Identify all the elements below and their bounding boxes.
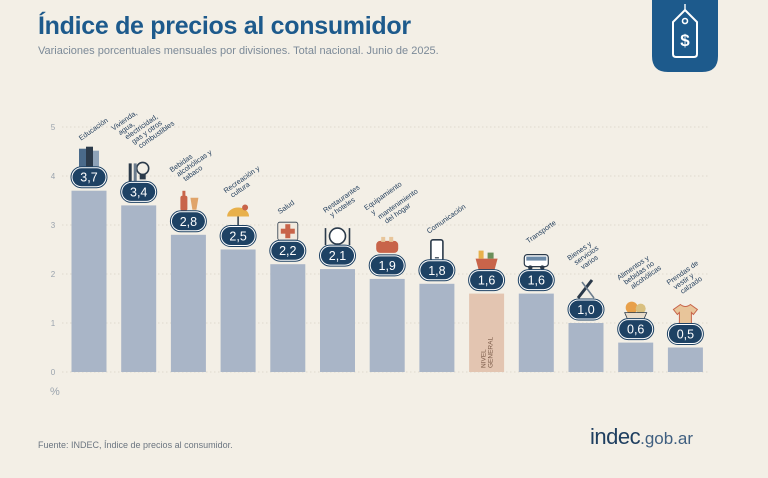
category-label: Salud bbox=[276, 198, 296, 216]
y-tick-label: 2 bbox=[51, 270, 56, 279]
category-label: Comunicación bbox=[425, 202, 467, 235]
value-badge bbox=[668, 325, 702, 343]
y-tick-label: 0 bbox=[51, 368, 56, 377]
category-label: NIVELGENERAL bbox=[481, 337, 495, 368]
toaster-icon bbox=[376, 236, 399, 253]
data-label: 1,9 bbox=[379, 259, 396, 273]
data-label: 2,8 bbox=[180, 215, 197, 229]
category-label: Restaurantesy hoteles bbox=[321, 182, 366, 220]
value-badge bbox=[271, 241, 305, 260]
category-label: Bebidasalcohólicas ytabaco bbox=[168, 141, 218, 186]
page-subtitle: Variaciones porcentuales mensuales por d… bbox=[38, 45, 439, 57]
lightbulb-icon bbox=[128, 161, 150, 182]
umbrella-sun-icon bbox=[227, 204, 250, 227]
plate-cutlery-icon bbox=[324, 227, 351, 246]
category-label: Vivienda,agua,electricidad,gas y otrosco… bbox=[109, 94, 176, 157]
value-badge bbox=[470, 271, 504, 290]
y-tick-label: 5 bbox=[51, 123, 56, 132]
data-label: 1,0 bbox=[577, 303, 594, 317]
data-label: 1,6 bbox=[478, 274, 495, 288]
value-badge bbox=[171, 212, 205, 231]
y-tick-label: 1 bbox=[51, 319, 56, 328]
value-badge bbox=[72, 168, 106, 187]
comb-scissors-icon bbox=[576, 279, 595, 299]
page-title: Índice de precios al consumidor bbox=[38, 12, 411, 40]
tshirt-icon bbox=[672, 303, 699, 325]
bar bbox=[220, 249, 256, 372]
y-tick-label: 4 bbox=[51, 172, 56, 181]
bar bbox=[369, 278, 405, 372]
category-label: Prendas devestir ycalzado bbox=[665, 258, 709, 299]
data-label: 3,4 bbox=[130, 185, 147, 199]
bar bbox=[270, 264, 306, 372]
data-label: 1,6 bbox=[528, 274, 545, 288]
brand-main: indec bbox=[590, 424, 641, 449]
bar bbox=[320, 269, 355, 372]
bar bbox=[71, 190, 107, 372]
bar bbox=[568, 323, 604, 372]
data-label: 2,1 bbox=[329, 249, 346, 263]
value-badge bbox=[370, 256, 404, 275]
brand-domain: .gob.ar bbox=[640, 429, 694, 448]
y-tick-label: 3 bbox=[51, 221, 56, 230]
category-label: Equipamientoymantenimientodel hogar bbox=[362, 174, 424, 230]
source-note: Fuente: INDEC, Índice de precios al cons… bbox=[38, 440, 233, 450]
bar bbox=[121, 205, 157, 372]
category-label: Bienes yserviciosvarios bbox=[565, 237, 604, 275]
bar bbox=[419, 283, 455, 372]
value-badge bbox=[321, 246, 354, 265]
value-badge bbox=[221, 227, 255, 245]
data-label: 0,6 bbox=[627, 323, 644, 337]
data-label: 2,5 bbox=[229, 230, 246, 244]
first-aid-cross-icon bbox=[277, 221, 299, 241]
bar bbox=[170, 234, 206, 372]
data-label: 3,7 bbox=[80, 171, 97, 185]
svg-text:$: $ bbox=[680, 31, 690, 50]
value-badge bbox=[519, 271, 553, 290]
category-label: Educación bbox=[77, 116, 110, 143]
price-tag-dollar-icon: $ bbox=[652, 0, 718, 72]
data-label: 1,8 bbox=[428, 264, 445, 278]
y-axis-label: % bbox=[50, 386, 60, 398]
category-label: Recreación ycultura bbox=[222, 163, 266, 201]
fruit-basket-icon bbox=[624, 301, 648, 321]
data-label: 0,5 bbox=[677, 328, 694, 342]
bus-icon bbox=[523, 254, 549, 270]
market-basket-icon bbox=[475, 250, 498, 270]
category-label: Alimentos ybebidas noalcohólicas bbox=[615, 251, 663, 295]
bar bbox=[518, 293, 554, 372]
value-badge bbox=[619, 320, 653, 339]
smartphone-icon bbox=[430, 239, 444, 262]
brand-logo: indec.gob.ar bbox=[590, 424, 693, 450]
value-badge bbox=[122, 182, 156, 201]
bar bbox=[469, 293, 505, 372]
bar bbox=[667, 347, 703, 372]
bottle-glass-icon bbox=[180, 190, 199, 211]
data-label: 2,2 bbox=[279, 244, 296, 258]
value-badge bbox=[420, 261, 454, 280]
books-icon bbox=[79, 146, 99, 167]
category-label: Transporte bbox=[524, 218, 557, 245]
value-badge bbox=[569, 300, 603, 319]
bar bbox=[618, 342, 654, 372]
